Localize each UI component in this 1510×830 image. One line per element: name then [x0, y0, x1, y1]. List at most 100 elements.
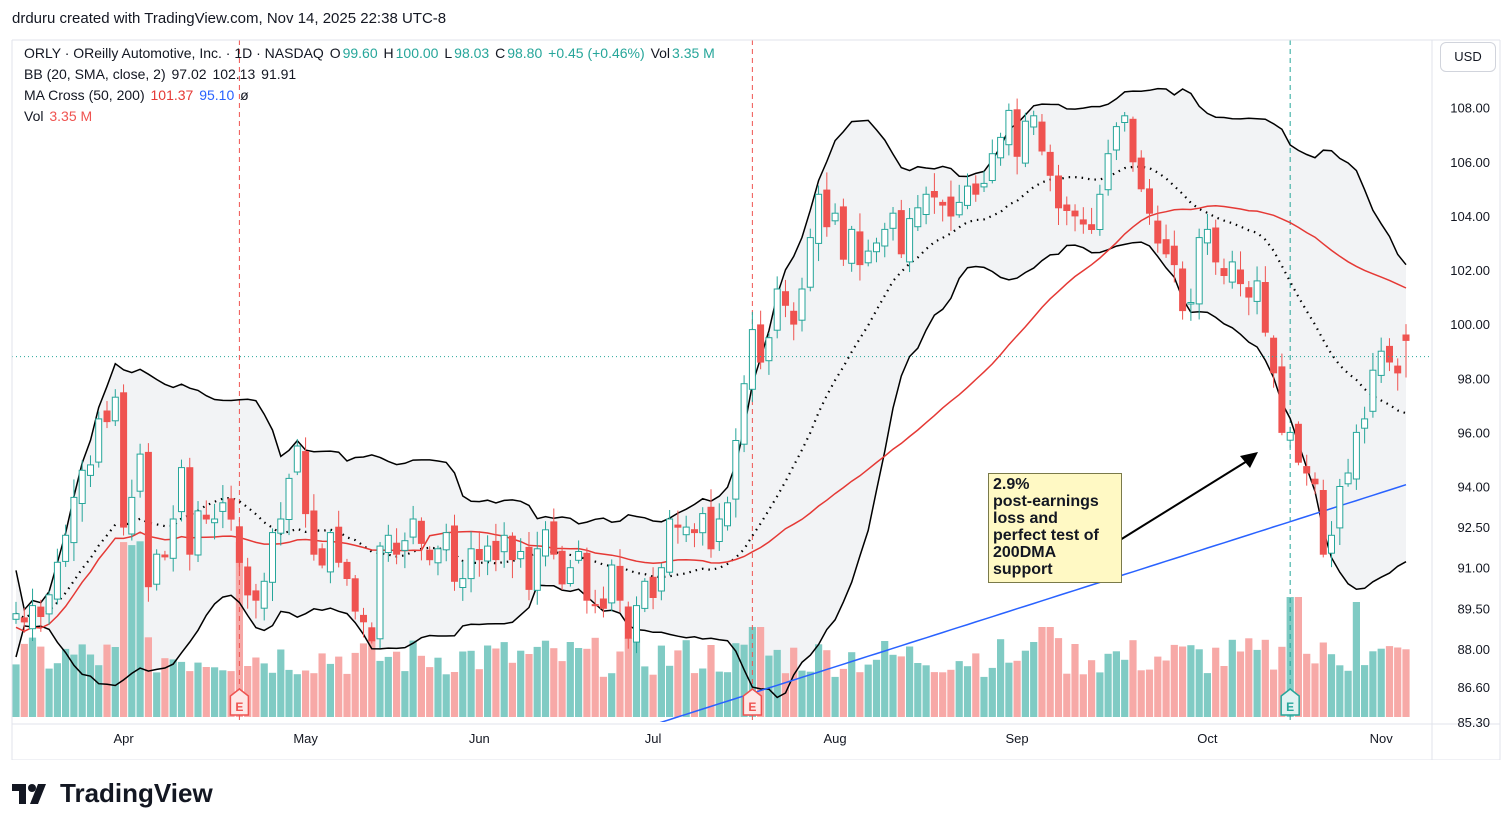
volume-bar — [930, 672, 938, 717]
volume-bar — [86, 654, 95, 717]
volume-bar — [161, 658, 169, 717]
legend-ma200-value: 95.10 — [199, 87, 235, 103]
volume-bar — [120, 542, 128, 717]
volume-bar — [20, 643, 28, 717]
volume-bar — [136, 541, 144, 717]
candle-body — [384, 534, 392, 553]
candle-body — [715, 518, 723, 542]
candle-body — [29, 605, 36, 630]
volume-bar — [426, 667, 434, 717]
earnings-marker-label: E — [748, 700, 756, 714]
candle-body — [434, 548, 442, 564]
earnings-marker[interactable]: E — [229, 688, 250, 716]
candle-body — [484, 545, 492, 562]
candle-body — [153, 553, 161, 585]
tradingview-logo[interactable]: TradingView — [12, 778, 213, 809]
candle-body — [980, 182, 988, 188]
legend-volume-value: 3.35 M — [672, 45, 715, 61]
candle-body — [1303, 466, 1311, 474]
legend-change: +0.45 (+0.46%) — [548, 45, 645, 61]
volume-bar — [1154, 656, 1162, 717]
volume-bar — [1253, 649, 1261, 717]
price-tick-label: 108.00 — [1450, 101, 1490, 116]
volume-bar — [1195, 649, 1203, 717]
volume-bar — [1179, 646, 1187, 717]
candle-body — [558, 550, 566, 585]
candle-body — [1187, 302, 1195, 305]
legend-bb-row[interactable]: BB (20, SMA, close, 2) 97.02 102.13 91.9… — [24, 66, 298, 82]
candle-body — [1079, 219, 1087, 225]
candle-body — [194, 510, 202, 556]
volume-bar — [1071, 644, 1079, 717]
volume-bar — [1145, 669, 1154, 717]
candle-body — [1046, 151, 1054, 176]
volume-bar — [533, 646, 541, 717]
candle-body — [136, 453, 144, 492]
legend-bb-label: BB (20, SMA, close, 2) — [24, 66, 166, 82]
candle-body — [997, 136, 1005, 159]
price-tick-label: 88.00 — [1457, 642, 1490, 657]
time-tick-label: Nov — [1370, 731, 1394, 746]
candle-body — [740, 383, 748, 445]
candle-body — [95, 418, 103, 463]
earnings-marker[interactable]: E — [1280, 688, 1300, 716]
volume-bar — [1278, 646, 1286, 717]
volume-bar — [980, 676, 988, 717]
volume-bar — [674, 650, 682, 717]
volume-bar — [550, 648, 558, 717]
legend-ma-row[interactable]: MA Cross (50, 200) 101.37 95.10 ø — [24, 87, 251, 103]
candle-body — [451, 525, 458, 582]
candle-body — [583, 552, 591, 601]
legend-vol-row[interactable]: Vol 3.35 M — [24, 108, 94, 124]
candle-body — [500, 534, 508, 553]
candle-body — [111, 396, 119, 422]
candle-body — [624, 606, 632, 639]
volume-bar — [591, 637, 599, 717]
candle-body — [682, 526, 690, 536]
legend-volume-label: Vol — [650, 45, 671, 61]
volume-bar — [12, 664, 20, 717]
candle-body — [417, 520, 425, 544]
currency-button[interactable]: USD — [1440, 42, 1496, 72]
candle-body — [666, 518, 674, 573]
candle-body — [1030, 115, 1038, 128]
volume-bar — [583, 648, 591, 717]
volume-bar — [376, 660, 384, 717]
candle-body — [633, 605, 640, 643]
time-tick-label: Jul — [645, 731, 662, 746]
annotation-box[interactable]: 2.9% post-earnings loss and perfect test… — [988, 473, 1122, 583]
candle-body — [1146, 188, 1153, 214]
candle-body — [1203, 228, 1211, 244]
candle-body — [839, 206, 847, 260]
candle-body — [1294, 423, 1302, 463]
volume-bar — [1327, 654, 1336, 717]
candle-body — [1154, 220, 1162, 244]
candle-body — [806, 237, 814, 288]
volume-bar — [1245, 638, 1253, 717]
volume-bar — [508, 662, 516, 717]
volume-bar — [517, 650, 525, 717]
candle-body — [426, 549, 434, 561]
price-chart[interactable]: E E E 108.00 106.00 104.00 102.00 100.00 98.00 96… — [0, 0, 1510, 760]
volume-bar — [723, 672, 732, 717]
candle-body — [401, 540, 409, 551]
earnings-marker[interactable]: E — [742, 688, 763, 716]
volume-bar — [1013, 660, 1021, 717]
legend-symbol[interactable]: ORLY · OReilly Automotive, Inc. · 1D · N… — [24, 45, 324, 61]
price-tick-label: 96.00 — [1457, 425, 1490, 440]
volume-bar — [889, 654, 897, 717]
candle-body — [657, 567, 665, 592]
volume-bar — [831, 676, 839, 717]
candle-body — [144, 451, 152, 588]
candle-body — [1253, 280, 1261, 302]
volume-bar — [194, 662, 202, 717]
candle-body — [1137, 157, 1145, 190]
candle-body — [393, 542, 401, 555]
price-tick-label: 89.50 — [1457, 601, 1490, 616]
candle-body — [972, 183, 980, 195]
candle-body — [641, 580, 649, 609]
legend-ma-label: MA Cross (50, 200) — [24, 87, 145, 103]
volume-bar — [1402, 649, 1410, 717]
candle-body — [1270, 337, 1278, 374]
volume-bar — [1005, 662, 1013, 717]
